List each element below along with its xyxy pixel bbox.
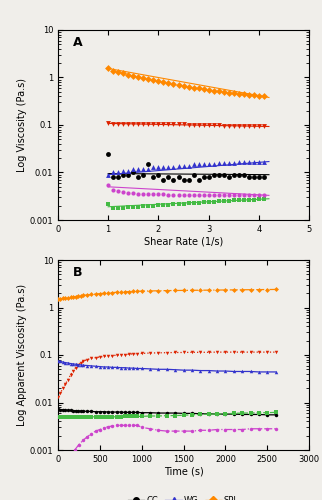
Text: B: B xyxy=(73,266,82,278)
X-axis label: Shear Rate (1/s): Shear Rate (1/s) xyxy=(144,236,223,246)
Text: A: A xyxy=(73,36,83,49)
Y-axis label: Log Viscosity (Pa.s): Log Viscosity (Pa.s) xyxy=(17,78,27,172)
Legend: CC, FPI, WG, EA, SPI, WPI: CC, FPI, WG, EA, SPI, WPI xyxy=(145,266,222,288)
X-axis label: Time (s): Time (s) xyxy=(164,466,204,476)
Legend: CC, FPI, WG, EA, SPI, WPI: CC, FPI, WG, EA, SPI, WPI xyxy=(128,496,239,500)
Y-axis label: Log Apparent Viscosity (Pa.s): Log Apparent Viscosity (Pa.s) xyxy=(17,284,27,426)
